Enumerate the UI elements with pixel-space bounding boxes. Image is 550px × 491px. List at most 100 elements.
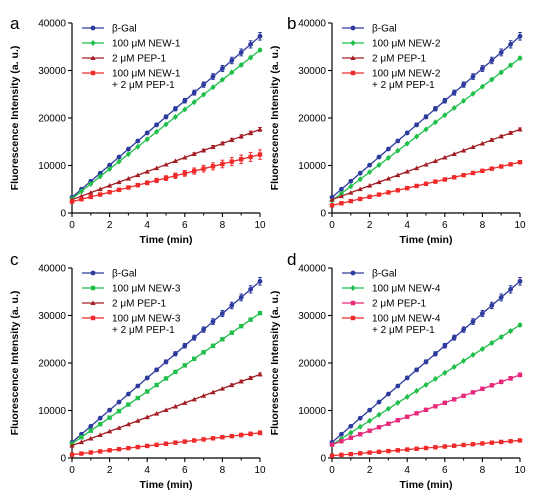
data-point xyxy=(145,180,150,185)
data-point xyxy=(154,382,159,388)
data-point xyxy=(144,375,150,381)
legend-label: 2 μM PEP-1 xyxy=(372,54,427,65)
data-point xyxy=(499,439,504,445)
data-point xyxy=(173,173,178,178)
data-point xyxy=(116,408,122,414)
series-2 xyxy=(329,126,523,202)
data-point xyxy=(433,351,438,357)
data-point xyxy=(173,369,178,375)
data-point xyxy=(329,197,335,202)
data-point xyxy=(229,330,234,335)
legend-marker xyxy=(90,70,96,76)
x-axis-label: Time (min) xyxy=(140,234,193,245)
data-point xyxy=(257,310,263,316)
data-point xyxy=(210,84,216,91)
data-point xyxy=(376,399,382,405)
data-point xyxy=(257,278,263,284)
data-point xyxy=(517,372,523,378)
y-tick-label: 10000 xyxy=(38,161,66,172)
data-point xyxy=(78,193,84,199)
series-0 xyxy=(329,32,523,200)
y-tick-label: 30000 xyxy=(298,66,326,77)
legend-label: 100 μM NEW-1 xyxy=(112,69,181,80)
data-point xyxy=(348,178,354,184)
data-point xyxy=(395,138,401,144)
legend-label: 100 μM NEW-2 xyxy=(372,39,441,50)
data-point xyxy=(154,442,159,448)
data-point xyxy=(172,113,178,120)
legend-label: 100 μM NEW-2 xyxy=(372,69,441,80)
panel-label-a: a xyxy=(10,14,20,33)
data-point xyxy=(238,133,244,139)
data-point xyxy=(348,429,354,436)
data-point xyxy=(358,432,363,437)
legend-marker xyxy=(350,285,356,291)
series-3 xyxy=(69,430,263,457)
data-point xyxy=(126,445,131,451)
data-point xyxy=(470,319,476,324)
x-tick-label: 6 xyxy=(182,220,188,231)
data-point xyxy=(414,367,419,373)
data-point xyxy=(376,179,382,185)
data-point xyxy=(163,121,169,128)
data-point xyxy=(172,158,178,164)
x-tick-label: 4 xyxy=(144,220,150,231)
data-point xyxy=(257,371,263,377)
data-point xyxy=(442,177,447,182)
x-tick-label: 10 xyxy=(254,220,266,231)
data-point xyxy=(116,447,122,452)
data-point xyxy=(135,444,140,450)
data-point xyxy=(135,138,141,144)
series-0 xyxy=(69,32,263,200)
data-point xyxy=(339,186,344,192)
x-tick-label: 2 xyxy=(107,220,113,231)
data-point xyxy=(210,74,216,79)
data-point xyxy=(173,440,178,445)
series-0 xyxy=(329,277,523,445)
data-point xyxy=(201,91,207,98)
data-point xyxy=(248,286,254,292)
data-point xyxy=(182,343,188,349)
data-point xyxy=(414,411,419,416)
x-tick-label: 4 xyxy=(404,220,410,231)
data-point xyxy=(433,445,438,450)
data-point xyxy=(248,375,254,380)
data-point xyxy=(238,378,244,384)
data-point xyxy=(452,175,457,180)
data-point xyxy=(144,130,150,136)
data-point xyxy=(78,439,84,445)
data-point xyxy=(239,323,244,329)
data-point xyxy=(107,448,112,453)
data-point xyxy=(220,311,225,316)
data-point xyxy=(386,190,391,195)
data-point xyxy=(423,161,429,167)
data-point xyxy=(172,403,178,409)
legend-label: + 2 μM PEP-1 xyxy=(372,80,435,91)
data-point xyxy=(145,389,150,394)
data-point xyxy=(480,168,485,174)
data-point xyxy=(385,176,391,181)
data-point xyxy=(517,322,523,328)
data-point xyxy=(182,363,187,368)
legend-marker xyxy=(90,40,96,46)
data-point xyxy=(423,359,429,365)
data-point xyxy=(97,186,103,192)
data-point xyxy=(508,162,513,167)
data-point xyxy=(163,441,169,446)
data-point xyxy=(508,327,514,334)
y-axis-label: Fluorescence Intensity (a. u.) xyxy=(269,46,281,191)
data-point xyxy=(163,175,169,181)
data-point xyxy=(414,165,420,171)
data-point xyxy=(442,369,448,376)
data-point xyxy=(461,82,466,88)
data-point xyxy=(125,176,131,181)
data-point xyxy=(395,383,401,389)
data-point xyxy=(135,143,141,150)
data-point xyxy=(239,157,244,162)
x-axis-label: Time (min) xyxy=(400,479,453,491)
data-point xyxy=(508,376,513,381)
data-point xyxy=(229,69,235,76)
data-point xyxy=(432,158,438,164)
data-point xyxy=(229,159,234,164)
legend-label: β-Gal xyxy=(372,269,397,280)
